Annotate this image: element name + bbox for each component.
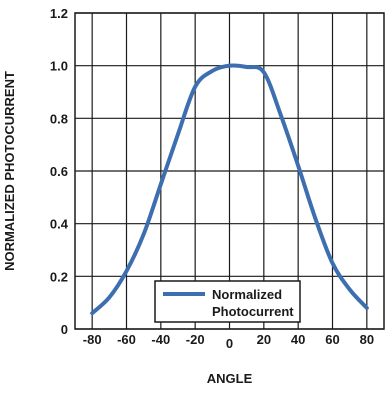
grid: [75, 12, 384, 330]
y-tick-label: 0.6: [50, 164, 68, 179]
series-line-normalized-photocurrent: [90, 63, 369, 316]
x-tick-label: 20: [257, 332, 271, 347]
x-tick-label: 0: [226, 336, 233, 351]
y-tick-label: 0.8: [50, 111, 68, 126]
y-axis-title: NORMALIZED PHOTOCURRENT: [2, 71, 17, 271]
x-tick-label: -60: [117, 332, 136, 347]
x-tick-label: 40: [291, 332, 305, 347]
y-tick-label: 0.4: [50, 217, 69, 232]
y-tick-labels: 0 0.2 0.4 0.6 0.8 1.0 1.2: [50, 6, 69, 337]
x-tick-label: 60: [325, 332, 339, 347]
legend-box: [154, 280, 301, 323]
legend-label-line1: Normalized: [212, 287, 282, 302]
y-tick-label: 0.2: [50, 269, 68, 284]
y-tick-label: 1.2: [50, 6, 68, 21]
legend-label-line2: Photocurrent: [212, 304, 294, 319]
x-tick-label: -80: [83, 332, 102, 347]
legend: Normalized Photocurrent: [154, 280, 301, 323]
y-tick-label: 1.0: [50, 59, 68, 74]
x-axis-title: ANGLE: [207, 371, 253, 386]
x-tick-label: -20: [186, 332, 205, 347]
y-tick-label: 0: [61, 322, 68, 337]
x-tick-labels: -80 -60 -40 -20 0 20 40 60 80: [83, 332, 374, 351]
plot-frame: [74, 12, 385, 330]
x-tick-label: -40: [151, 332, 170, 347]
x-tick-label: 80: [360, 332, 374, 347]
